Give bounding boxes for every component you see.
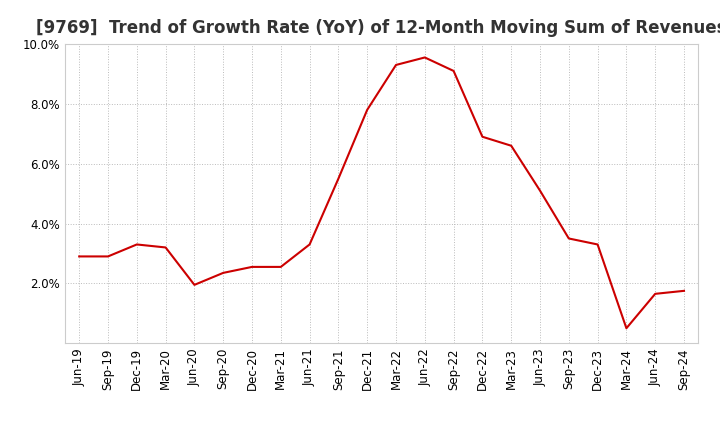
Title: [9769]  Trend of Growth Rate (YoY) of 12-Month Moving Sum of Revenues: [9769] Trend of Growth Rate (YoY) of 12-… — [36, 19, 720, 37]
